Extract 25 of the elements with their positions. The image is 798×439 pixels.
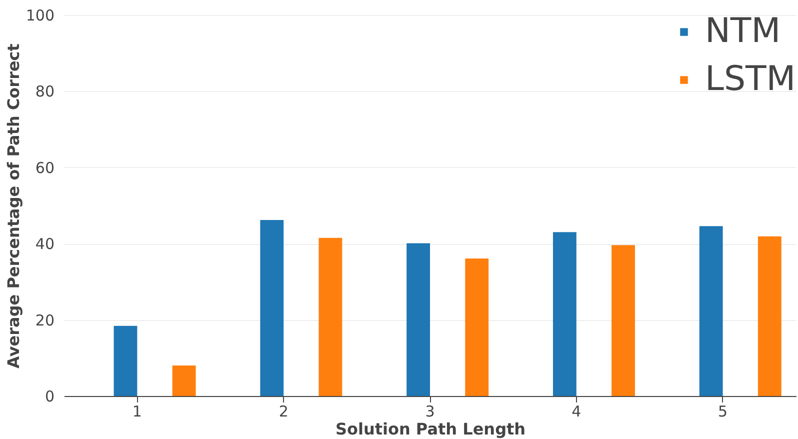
bar — [465, 258, 489, 396]
y-tick-label: 80 — [35, 82, 54, 101]
bar — [699, 226, 723, 396]
legend-label: LSTM — [705, 59, 796, 99]
y-axis-title: Average Percentage of Path Correct — [4, 43, 23, 368]
legend-label: NTM — [705, 11, 781, 51]
y-tick-label: 0 — [44, 388, 54, 406]
y-tick-label: 40 — [35, 235, 54, 254]
bar — [406, 243, 430, 396]
y-tick-label: 20 — [35, 311, 54, 330]
y-tick-label: 100 — [26, 6, 54, 24]
bar — [612, 245, 635, 396]
bar — [260, 220, 284, 396]
x-tick-label: 3 — [425, 402, 435, 420]
bar — [172, 366, 196, 396]
x-tick-label: 5 — [718, 402, 728, 420]
bar — [318, 238, 342, 396]
bar — [758, 236, 782, 396]
bar — [114, 326, 138, 396]
x-tick-label: 2 — [278, 402, 288, 420]
x-tick-label: 4 — [572, 402, 582, 420]
x-tick-label: 1 — [132, 402, 142, 420]
bar — [552, 232, 576, 396]
x-axis-title: Solution Path Length — [335, 420, 526, 438]
y-tick-label: 60 — [35, 158, 54, 177]
